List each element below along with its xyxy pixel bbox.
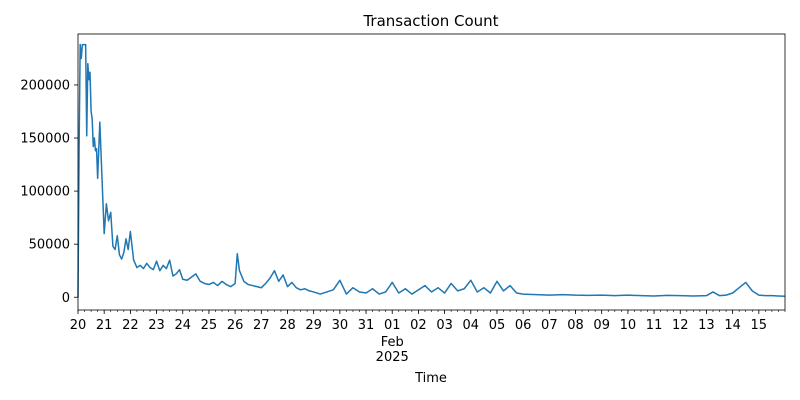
x-tick-label: 24 <box>174 318 191 333</box>
x-tick-label: 02 <box>410 318 427 333</box>
x-tick-label: 22 <box>122 318 139 333</box>
x-tick-label: 30 <box>332 318 349 333</box>
x-tick-label: 27 <box>253 318 270 333</box>
x-tick-label: 28 <box>279 318 296 333</box>
y-tick-label: 200000 <box>20 78 70 93</box>
y-tick-label: 150000 <box>20 132 70 147</box>
x-tick-label: 26 <box>227 318 244 333</box>
x-tick-label: 31 <box>358 318 375 333</box>
x-tick-label: 06 <box>515 318 532 333</box>
y-tick-label: 0 <box>62 291 70 306</box>
x-tick-label: 01 <box>384 318 401 333</box>
x-tick-label: 23 <box>148 318 165 333</box>
x-tick-label: 25 <box>201 318 218 333</box>
x-tick-label: 07 <box>541 318 558 333</box>
y-tick-label: 50000 <box>29 238 70 253</box>
x-tick-label: 09 <box>593 318 610 333</box>
plot-frame <box>77 33 786 311</box>
x-tick-month-label: Feb <box>381 335 404 350</box>
x-tick-label: 14 <box>724 318 741 333</box>
x-tick-label: 05 <box>489 318 506 333</box>
x-tick-label: 04 <box>463 318 480 333</box>
chart-title: Transaction Count <box>362 12 498 30</box>
x-tick-label: 10 <box>620 318 637 333</box>
x-tick-label: 21 <box>96 318 113 333</box>
x-axis-label: Time <box>414 371 447 386</box>
x-tick-label: 08 <box>567 318 584 333</box>
plot-area <box>77 33 786 311</box>
x-tick-label: 03 <box>436 318 453 333</box>
x-tick-label: 15 <box>751 318 768 333</box>
x-tick-label: 12 <box>672 318 689 333</box>
x-tick-label: 13 <box>698 318 715 333</box>
x-tick-label: 29 <box>305 318 322 333</box>
y-tick-label: 100000 <box>20 185 70 200</box>
y-axis: 0 50000 100000 150000 200000 <box>20 78 78 306</box>
series-line-0 <box>77 43 786 298</box>
x-tick-year-label: 2025 <box>376 350 409 365</box>
x-tick-label: 20 <box>70 318 87 333</box>
x-tick-label: 11 <box>646 318 663 333</box>
